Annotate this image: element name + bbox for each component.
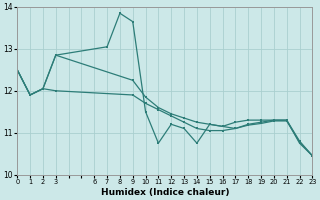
- X-axis label: Humidex (Indice chaleur): Humidex (Indice chaleur): [100, 188, 229, 197]
